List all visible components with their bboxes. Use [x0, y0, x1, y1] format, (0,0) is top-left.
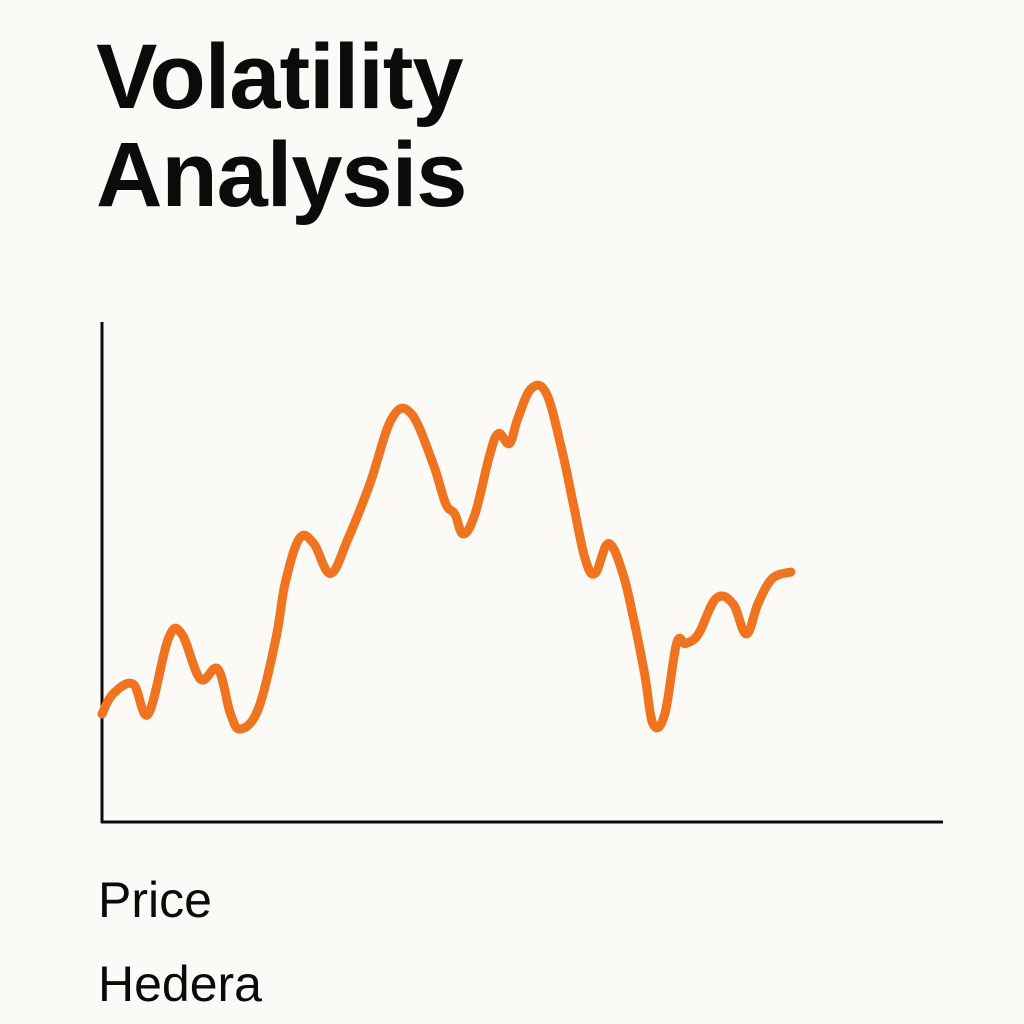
series-line-0	[97, 380, 796, 734]
series-layer	[97, 380, 796, 734]
chart-subtitle: Hedera	[98, 956, 262, 1012]
chart-title-line-1: Volatility	[96, 26, 464, 128]
x-axis-label: Price	[98, 872, 212, 928]
chart-title-line-2: Analysis	[96, 124, 467, 226]
chart-title: Volatility Analysis	[96, 26, 467, 226]
